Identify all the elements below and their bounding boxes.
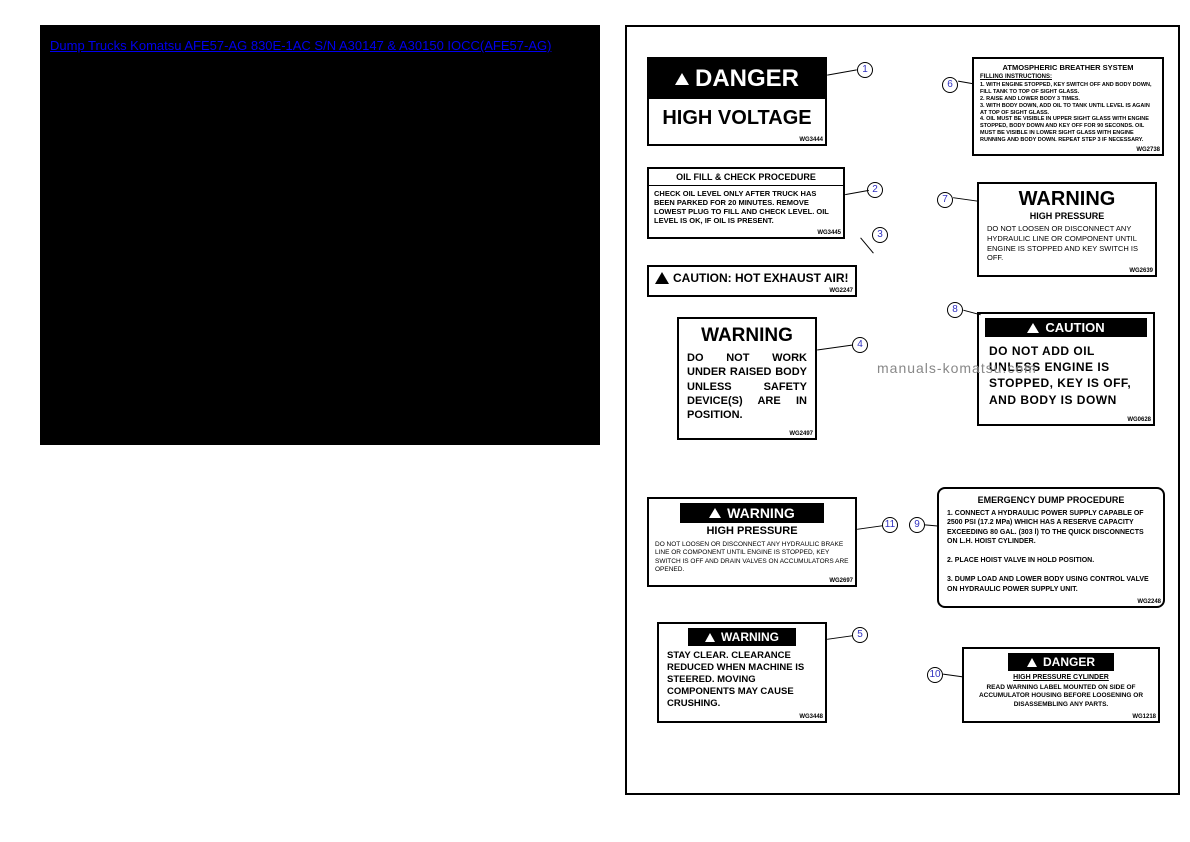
plate-body: 1. CONNECT A HYDRAULIC POWER SUPPLY CAPA… [947, 509, 1155, 594]
plate-oil-fill: OIL FILL & CHECK PROCEDURE CHECK OIL LEV… [647, 167, 845, 239]
callout-10: 10 [927, 667, 943, 683]
plate-subtitle: HIGH PRESSURE [979, 211, 1155, 221]
warning-triangle-icon [705, 633, 715, 642]
plate-hot-exhaust: CAUTION: HOT EXHAUST AIR! WG2247 [647, 265, 857, 297]
warning-triangle-icon [709, 508, 721, 518]
warning-triangle-icon [655, 272, 669, 284]
diagram-panel: DANGER HIGH VOLTAGE WG3444 1 OIL FILL & … [625, 25, 1180, 795]
part-number: WG2738 [1136, 147, 1160, 153]
leader-line [817, 344, 853, 350]
plate-body: STAY CLEAR. CLEARANCE REDUCED WHEN MACHI… [659, 646, 825, 721]
part-number: WG3448 [799, 714, 823, 720]
leader-line [827, 635, 853, 640]
plate-title: ATMOSPHERIC BREATHER SYSTEM [980, 63, 1156, 72]
plate-body: 1. WITH ENGINE STOPPED, KEY SWITCH OFF A… [980, 82, 1156, 144]
plate-high-pressure: WARNING HIGH PRESSURE DO NOT LOOSEN OR D… [977, 182, 1157, 277]
plate-title: EMERGENCY DUMP PROCEDURE [947, 495, 1155, 505]
part-number: WG3444 [799, 137, 823, 143]
plate-subtitle: HIGH PRESSURE [649, 523, 855, 539]
leader-line [857, 525, 883, 530]
callout-5: 5 [852, 627, 868, 643]
callout-9: 9 [909, 517, 925, 533]
plate-body: CAUTION: HOT EXHAUST AIR! [673, 271, 849, 285]
breadcrumb-link[interactable]: Dump Trucks Komatsu AFE57-AG 830E-1AC S/… [50, 38, 551, 53]
part-number: WG0628 [1127, 417, 1151, 423]
plate-title: WARNING [979, 184, 1155, 211]
plate-subtitle: FILLING INSTRUCTIONS: [980, 74, 1156, 80]
plate-emergency-dump: EMERGENCY DUMP PROCEDURE 1. CONNECT A HY… [937, 487, 1165, 608]
plate-title: WARNING [679, 319, 815, 349]
plate-danger-voltage: DANGER HIGH VOLTAGE WG3444 [647, 57, 827, 146]
callout-2: 2 [867, 182, 883, 198]
callout-4: 4 [852, 337, 868, 353]
left-panel: Dump Trucks Komatsu AFE57-AG 830E-1AC S/… [40, 25, 600, 445]
callout-11: 11 [882, 517, 898, 533]
plate-body: DO NOT ADD OIL UNLESS ENGINE IS STOPPED,… [979, 337, 1153, 424]
leader-line [953, 197, 979, 202]
plate-subtitle: HIGH PRESSURE CYLINDER [964, 671, 1158, 681]
plate-stay-clear: WARNING STAY CLEAR. CLEARANCE REDUCED WH… [657, 622, 827, 723]
plate-title: OIL FILL & CHECK PROCEDURE [649, 169, 843, 186]
warning-triangle-icon [1027, 658, 1037, 667]
plate-breather: ATMOSPHERIC BREATHER SYSTEM FILLING INST… [972, 57, 1164, 156]
callout-3: 3 [872, 227, 888, 243]
warning-triangle-icon [1027, 323, 1039, 333]
callout-8: 8 [947, 302, 963, 318]
leader-line [860, 238, 874, 254]
plate-body: READ WARNING LABEL MOUNTED ON SIDE OF AC… [964, 681, 1158, 711]
plate-title: WARNING [721, 630, 779, 644]
part-number: WG2248 [1137, 599, 1161, 605]
plate-body: DO NOT LOOSEN OR DISCONNECT ANY HYDRAULI… [649, 539, 855, 585]
callout-6: 6 [942, 77, 958, 93]
part-number: WG1218 [1132, 714, 1156, 720]
watermark: manuals-komatsu.com [877, 360, 1037, 376]
plate-hp-cylinder: DANGER HIGH PRESSURE CYLINDER READ WARNI… [962, 647, 1160, 723]
warning-triangle-icon [675, 73, 689, 85]
plate-title: DANGER [695, 65, 799, 93]
callout-7: 7 [937, 192, 953, 208]
plate-title: DANGER [1043, 655, 1095, 669]
part-number: WG2639 [1129, 268, 1153, 274]
part-number: WG3445 [817, 230, 841, 236]
plate-body: CHECK OIL LEVEL ONLY AFTER TRUCK HAS BEE… [649, 186, 843, 233]
plate-raised-body: WARNING DO NOT WORK UNDER RAISED BODY UN… [677, 317, 817, 440]
part-number: WG2697 [829, 578, 853, 584]
leader-line [845, 190, 869, 195]
leader-line [925, 524, 939, 526]
plate-title: WARNING [727, 505, 795, 521]
plate-body: DO NOT WORK UNDER RAISED BODY UNLESS SAF… [679, 349, 815, 438]
callout-1: 1 [857, 62, 873, 78]
plate-title: CAUTION [1045, 320, 1104, 335]
plate-high-pressure-brake: WARNING HIGH PRESSURE DO NOT LOOSEN OR D… [647, 497, 857, 587]
part-number: WG2247 [829, 288, 853, 294]
leader-line [827, 69, 857, 75]
plate-body: DO NOT LOOSEN OR DISCONNECT ANY HYDRAULI… [979, 221, 1155, 275]
leader-line [943, 674, 963, 678]
part-number: WG2497 [789, 431, 813, 437]
